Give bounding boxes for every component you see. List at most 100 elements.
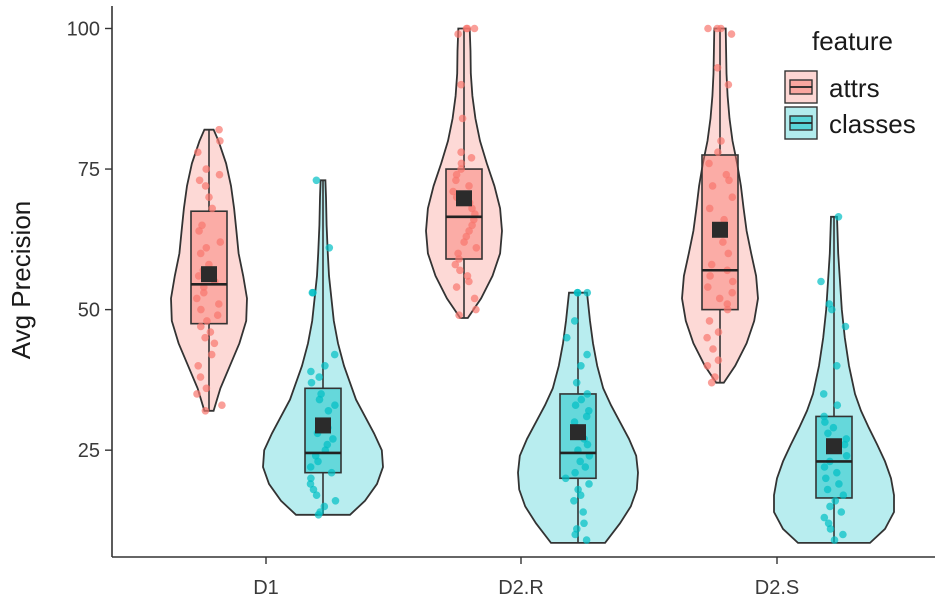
point-classes-D2.S: [833, 362, 841, 370]
y-tick-label: 75: [78, 159, 100, 181]
point-classes-D2.R: [561, 474, 570, 483]
point-attrs-D2.S: [715, 294, 724, 303]
point-classes-D2.R: [573, 288, 582, 297]
point-attrs-D2.R: [454, 30, 462, 38]
point-attrs-D2.R: [468, 204, 476, 213]
point-classes-D2.R: [570, 497, 578, 505]
point-classes-D1: [307, 474, 315, 483]
point-classes-D2.R: [563, 333, 571, 342]
point-attrs-D1: [205, 193, 213, 201]
point-classes-D1: [314, 511, 323, 519]
point-attrs-D1: [215, 300, 223, 308]
point-attrs-D2.R: [451, 260, 460, 269]
point-attrs-D1: [200, 288, 208, 297]
point-classes-D2.R: [583, 390, 592, 398]
point-attrs-D1: [215, 125, 223, 134]
point-classes-D2.R: [582, 536, 591, 544]
point-attrs-D1: [194, 272, 203, 280]
point-attrs-D2.S: [714, 328, 723, 336]
point-attrs-D2.R: [470, 24, 479, 33]
point-attrs-D2.S: [723, 305, 732, 314]
point-classes-D1: [331, 401, 339, 410]
point-classes-D2.S: [839, 491, 848, 500]
point-classes-D2.R: [577, 362, 585, 370]
point-attrs-D1: [213, 311, 222, 320]
point-attrs-D2.R: [455, 311, 463, 320]
point-classes-D1: [324, 407, 333, 415]
point-attrs-D2.S: [707, 378, 716, 387]
point-attrs-D2.R: [452, 170, 461, 179]
point-classes-D2.R: [574, 485, 582, 494]
legend-title: feature: [812, 26, 893, 56]
point-attrs-D1: [198, 221, 206, 230]
axes: 25 50 75 100 D1 D2.R D2.S: [67, 6, 935, 599]
point-attrs-D2.R: [454, 249, 462, 258]
point-classes-D2.S: [820, 463, 829, 471]
point-attrs-D2.R: [457, 165, 465, 173]
point-attrs-D2.R: [458, 114, 467, 123]
point-classes-D2.R: [572, 378, 581, 387]
mean-marker-attrs-D1: [201, 266, 217, 283]
point-attrs-D2.S: [725, 176, 733, 185]
point-attrs-D1: [201, 182, 210, 190]
point-attrs-D2.S: [707, 260, 716, 269]
point-attrs-D2.S: [713, 64, 722, 72]
point-attrs-D1: [193, 390, 201, 398]
point-classes-D2.S: [823, 485, 832, 494]
point-classes-D1: [317, 390, 325, 398]
y-axis-title: Avg Precision: [6, 201, 36, 360]
point-classes-D2.R: [571, 530, 579, 539]
point-attrs-D2.S: [728, 193, 737, 201]
mean-marker-classes-D2.R: [570, 424, 586, 441]
y-tick-label: 100: [67, 18, 100, 40]
point-classes-D2.R: [582, 412, 591, 421]
point-attrs-D2.R: [452, 176, 460, 185]
point-classes-D1: [315, 395, 324, 404]
point-attrs-D1: [194, 362, 202, 370]
point-classes-D2.S: [829, 423, 838, 432]
x-tick-label: D2.R: [498, 577, 544, 599]
point-attrs-D1: [216, 137, 224, 145]
y-tick-label: 50: [78, 300, 100, 322]
point-classes-D2.S: [822, 474, 830, 483]
point-attrs-D1: [197, 322, 205, 331]
point-attrs-D2.S: [713, 24, 721, 33]
point-attrs-D2.S: [717, 137, 725, 145]
point-classes-D2.S: [837, 508, 846, 516]
violin-classes-D2.R: [517, 291, 639, 544]
point-attrs-D1: [201, 333, 209, 342]
point-attrs-D2.R: [456, 266, 464, 275]
point-classes-D2.S: [839, 530, 847, 539]
point-attrs-D1: [201, 407, 210, 415]
point-classes-D1: [306, 463, 315, 471]
point-classes-D1: [312, 176, 321, 185]
point-attrs-D2.S: [728, 277, 737, 286]
point-classes-D2.S: [841, 322, 850, 331]
point-classes-D2.R: [570, 317, 579, 325]
point-attrs-D2.R: [449, 187, 457, 196]
x-tick-label: D1: [253, 577, 279, 599]
point-attrs-D1: [216, 238, 225, 246]
point-attrs-D1: [202, 165, 210, 173]
legend-label-classes: classes: [829, 109, 916, 139]
point-attrs-D2.R: [465, 227, 473, 235]
point-attrs-D1: [196, 249, 205, 258]
point-attrs-D2.R: [457, 80, 465, 89]
point-classes-D2.R: [576, 491, 585, 500]
point-classes-D1: [307, 367, 315, 376]
point-attrs-D1: [195, 176, 204, 185]
x-tick-label: D2.S: [755, 577, 799, 599]
point-classes-D2.R: [571, 468, 579, 477]
point-attrs-D2.R: [467, 154, 476, 162]
point-attrs-D2.S: [703, 362, 712, 370]
point-classes-D2.R: [576, 457, 584, 466]
point-attrs-D2.S: [705, 159, 713, 168]
plot-area: [170, 24, 895, 544]
point-attrs-D2.S: [724, 80, 733, 89]
point-classes-D2.R: [580, 519, 588, 528]
point-attrs-D2.S: [719, 238, 727, 246]
point-attrs-D2.S: [705, 317, 714, 325]
point-attrs-D2.S: [708, 182, 717, 190]
point-classes-D2.R: [583, 440, 592, 449]
point-classes-D2.R: [583, 350, 591, 359]
